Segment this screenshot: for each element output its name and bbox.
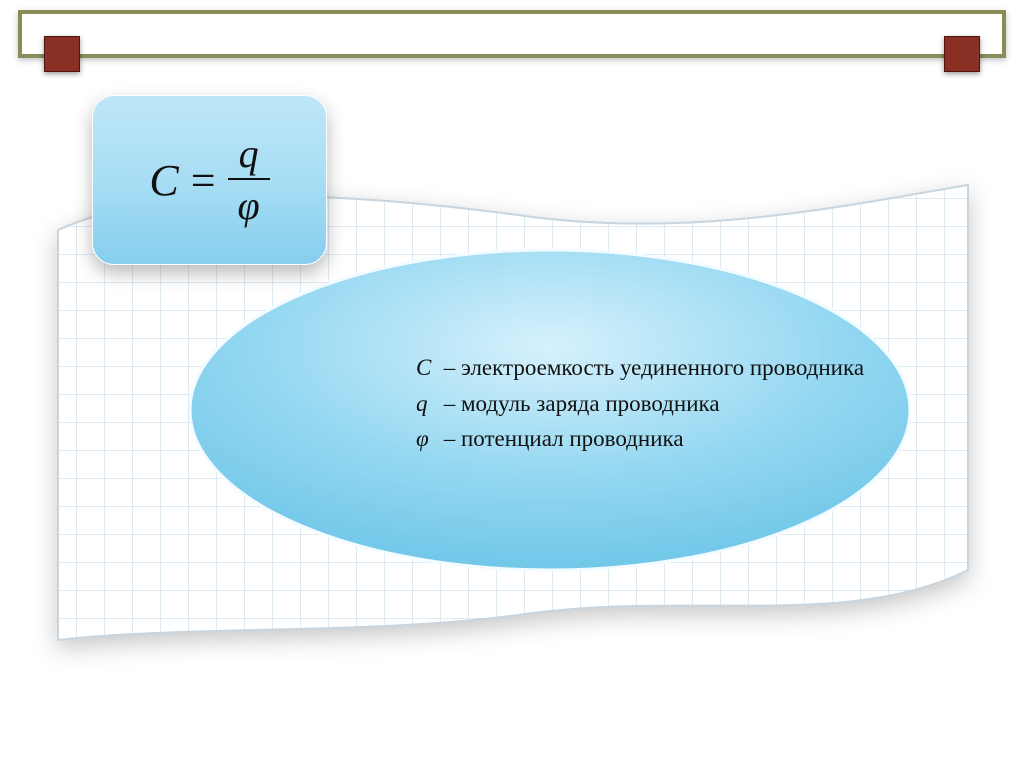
- definition-symbol: φ: [416, 421, 438, 457]
- definitions-text: C – электроемкость уединенного проводник…: [416, 350, 864, 457]
- definition-dash: –: [444, 391, 456, 416]
- formula-equals: =: [191, 155, 216, 206]
- definition-text: модуль заряда проводника: [461, 391, 720, 416]
- definition-text: электроемкость уединенного проводника: [461, 355, 864, 380]
- formula-lhs: C: [149, 155, 178, 206]
- definition-row: φ – потенциал проводника: [416, 421, 864, 457]
- formula-card: C = q φ: [92, 95, 327, 265]
- formula-denominator: φ: [228, 186, 270, 226]
- formula-numerator: q: [229, 134, 269, 174]
- definition-symbol: C: [416, 350, 438, 386]
- formula-fraction: q φ: [228, 134, 270, 226]
- top-frame: [18, 10, 1006, 58]
- definition-row: C – электроемкость уединенного проводник…: [416, 350, 864, 386]
- fraction-bar: [228, 178, 270, 180]
- corner-square-left: [44, 36, 80, 72]
- formula: C = q φ: [149, 134, 269, 226]
- corner-square-right: [944, 36, 980, 72]
- definition-dash: –: [444, 426, 456, 451]
- definition-text: потенциал проводника: [461, 426, 684, 451]
- definition-row: q – модуль заряда проводника: [416, 386, 864, 422]
- definition-dash: –: [444, 355, 456, 380]
- definition-symbol: q: [416, 386, 438, 422]
